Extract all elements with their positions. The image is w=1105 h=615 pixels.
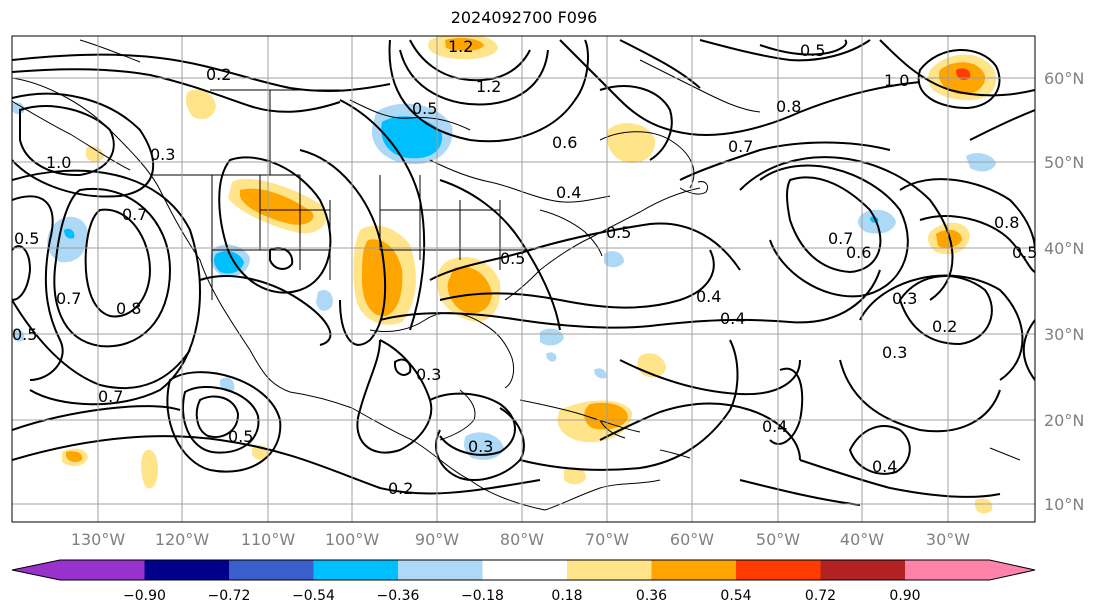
colorbar-tick-label: 0.72 bbox=[805, 588, 836, 604]
colorbar-extend-low bbox=[12, 560, 60, 580]
contour-label: 0.8 bbox=[994, 213, 1019, 232]
contour-label: 0.7 bbox=[122, 205, 147, 224]
contour-label: 0.4 bbox=[762, 417, 787, 436]
colorbar-segment bbox=[905, 560, 990, 580]
colorbar-tick-label: −0.54 bbox=[292, 588, 335, 604]
contour-label: 0.5 bbox=[500, 249, 525, 268]
lon-label: 90°W bbox=[415, 530, 459, 549]
latitude-labels: 60°N 50°N 40°N 30°N 20°N 10°N bbox=[1044, 69, 1084, 514]
lon-label: 30°W bbox=[926, 530, 970, 549]
contour-label: 0.5 bbox=[12, 325, 37, 344]
contour-label: 0.5 bbox=[606, 223, 631, 242]
contour-label: 0.7 bbox=[56, 289, 81, 308]
colorbar-tick-label: 0.54 bbox=[720, 588, 751, 604]
colorbar-tick-label: −0.90 bbox=[123, 588, 166, 604]
colorbar-segment bbox=[60, 560, 145, 580]
contour-label: 0.8 bbox=[116, 299, 141, 318]
lon-label: 40°W bbox=[840, 530, 884, 549]
contour-label: 0.6 bbox=[552, 133, 577, 152]
contour-label: 0.6 bbox=[846, 243, 871, 262]
contour-label: 0.5 bbox=[228, 427, 253, 446]
lat-label: 50°N bbox=[1044, 153, 1084, 172]
colorbar-segment bbox=[229, 560, 314, 580]
contour-label: 0.7 bbox=[728, 137, 753, 156]
lon-label: 70°W bbox=[585, 530, 629, 549]
contour-label: 0.4 bbox=[556, 183, 581, 202]
contour-label: 0.3 bbox=[468, 437, 493, 456]
lon-label: 60°W bbox=[670, 530, 714, 549]
colorbar-extend-high bbox=[989, 560, 1035, 580]
map-title: 2024092700 F096 bbox=[450, 8, 598, 27]
lon-label: 100°W bbox=[325, 530, 380, 549]
lat-label: 40°N bbox=[1044, 239, 1084, 258]
lon-label: 120°W bbox=[155, 530, 210, 549]
contour-label: 0.4 bbox=[696, 287, 721, 306]
contour-labels: 0.2 1.2 0.5 1.2 0.6 0.5 1.0 0.8 1.0 0.3 … bbox=[12, 37, 1037, 498]
colorbar-tick-label: −0.72 bbox=[208, 588, 251, 604]
colorbar-tick-label: −0.36 bbox=[377, 588, 420, 604]
contour-label: 0.8 bbox=[776, 97, 801, 116]
contour-label: 0.4 bbox=[872, 457, 897, 476]
contour-label: 0.5 bbox=[14, 229, 39, 248]
lon-label: 130°W bbox=[71, 530, 126, 549]
colorbar-segment bbox=[567, 560, 652, 580]
lat-label: 60°N bbox=[1044, 69, 1084, 88]
lon-label: 110°W bbox=[241, 530, 296, 549]
shaded-anomalies bbox=[12, 36, 996, 514]
contour-label: 0.2 bbox=[932, 317, 957, 336]
contour-label: 0.4 bbox=[720, 309, 745, 328]
colorbar-segment bbox=[313, 560, 398, 580]
contour-label: 1.0 bbox=[884, 71, 909, 90]
colorbar-outline bbox=[11, 559, 1036, 581]
lon-label: 80°W bbox=[500, 530, 544, 549]
contour-label: 0.2 bbox=[388, 479, 413, 498]
longitude-labels: 130°W 120°W 110°W 100°W 90°W 80°W 70°W 6… bbox=[71, 530, 970, 549]
colorbar-segment bbox=[820, 560, 905, 580]
lat-label: 10°N bbox=[1044, 495, 1084, 514]
contour-label: 0.7 bbox=[98, 387, 123, 406]
contour-label: 0.3 bbox=[416, 365, 441, 384]
lon-label: 50°W bbox=[756, 530, 800, 549]
lat-label: 30°N bbox=[1044, 325, 1084, 344]
colorbar-segment bbox=[736, 560, 821, 580]
colorbar-tick-label: −0.18 bbox=[461, 588, 504, 604]
contour-label: 0.2 bbox=[206, 65, 231, 84]
colorbar-tick-label: 0.36 bbox=[636, 588, 667, 604]
contour-label: 1.2 bbox=[476, 77, 501, 96]
contour-label: 0.3 bbox=[150, 145, 175, 164]
contour-label: 0.5 bbox=[412, 99, 437, 118]
colorbar-segment bbox=[651, 560, 736, 580]
map-border bbox=[11, 35, 1036, 523]
colorbar-segment bbox=[398, 560, 483, 580]
colorbar-segment bbox=[144, 560, 229, 580]
contour-label: 0.5 bbox=[1012, 243, 1037, 262]
contour-label: 1.0 bbox=[46, 153, 71, 172]
contour-lines bbox=[12, 39, 1035, 506]
colorbar-tick-label: 0.90 bbox=[889, 588, 920, 604]
contour-label: 0.3 bbox=[882, 343, 907, 362]
lat-label: 20°N bbox=[1044, 411, 1084, 430]
colorbar-tick-label: 0.18 bbox=[551, 588, 582, 604]
graticule bbox=[12, 36, 1035, 522]
contour-label: 0.3 bbox=[892, 289, 917, 308]
contour-label: 1.2 bbox=[448, 37, 473, 56]
colorbar: −0.90 −0.72 −0.54 −0.36 −0.18 0.18 0.36 … bbox=[11, 559, 1036, 604]
contour-label: 0.7 bbox=[828, 229, 853, 248]
contour-label: 0.5 bbox=[800, 41, 825, 60]
colorbar-segment bbox=[482, 560, 567, 580]
